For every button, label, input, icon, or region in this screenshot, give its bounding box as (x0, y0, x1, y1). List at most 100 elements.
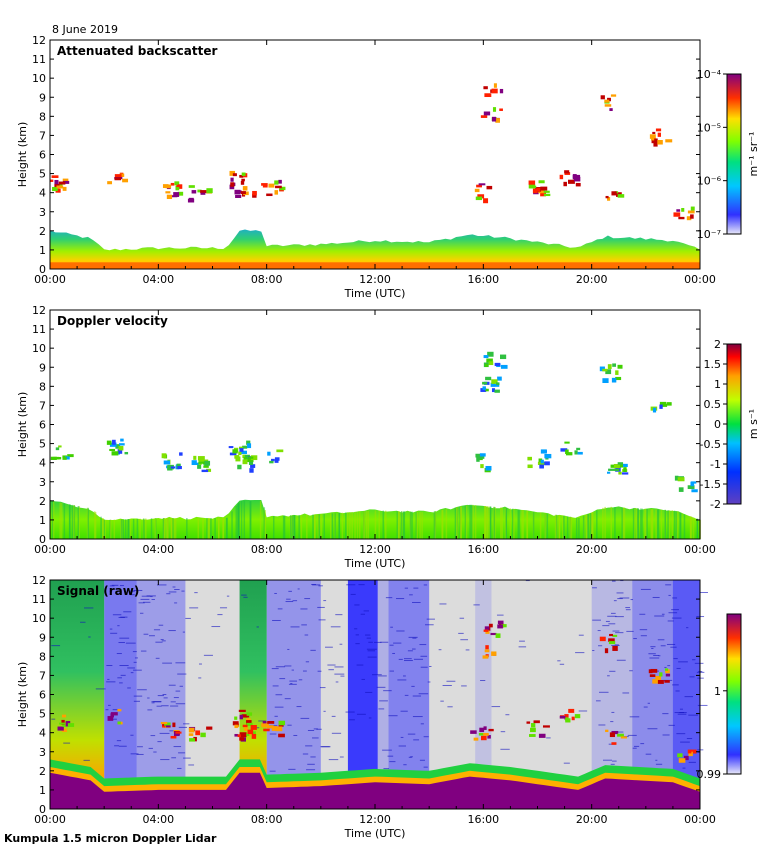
colorbar-tick-label: 1 (714, 685, 721, 698)
cloud-feature (250, 455, 258, 461)
noise-streak (655, 763, 663, 765)
noise-streak (318, 619, 326, 621)
velocity-streak (683, 514, 686, 539)
noise-streak (686, 627, 689, 629)
noise-streak (339, 756, 344, 758)
noise-streak (602, 625, 610, 627)
velocity-streak (645, 508, 647, 539)
velocity-streak (578, 517, 580, 539)
velocity-streak (93, 511, 96, 539)
noise-streak (138, 602, 145, 604)
velocity-streak (532, 511, 535, 539)
noise-streak (51, 645, 61, 647)
noise-streak (107, 704, 111, 706)
noise-streak (423, 584, 428, 586)
noise-streak (389, 761, 396, 763)
noise-streak (109, 585, 115, 587)
cloud-feature (665, 139, 673, 143)
noise-streak (340, 675, 345, 677)
velocity-streak (633, 508, 636, 539)
noise-streak (413, 739, 420, 741)
cloud-feature (232, 173, 237, 177)
velocity-streak (518, 509, 521, 539)
noise-streak (680, 741, 690, 743)
velocity-streak (689, 516, 692, 539)
cloud-feature (274, 457, 280, 461)
cloud-feature (61, 728, 67, 732)
cloud-feature (528, 180, 536, 185)
cloud-feature (252, 731, 256, 735)
cloud-feature (499, 108, 503, 111)
noise-streak (354, 628, 358, 630)
noise-streak (672, 684, 679, 686)
cloud-feature (659, 404, 663, 409)
noise-streak (119, 585, 124, 587)
cloud-feature (659, 672, 663, 677)
cloud-feature (56, 456, 62, 460)
cloud-feature (275, 185, 282, 189)
cloud-feature (242, 724, 248, 728)
velocity-streak (356, 511, 359, 539)
cloud-feature (268, 183, 275, 188)
velocity-streak (94, 512, 97, 539)
noise-streak (177, 767, 182, 769)
cloud-feature (527, 464, 533, 469)
cloud-feature (571, 716, 575, 721)
noise-streak (127, 687, 131, 689)
noise-streak (412, 695, 422, 697)
colorbar-tick-label: -0.5 (700, 438, 721, 451)
cloud-feature (575, 182, 581, 187)
cloud-feature (473, 737, 479, 741)
cloud-feature (486, 358, 493, 363)
noise-streak (275, 666, 286, 668)
noise-streak (611, 760, 617, 762)
velocity-streak (402, 511, 405, 539)
cloud-feature (678, 487, 684, 492)
cloud-feature (617, 194, 625, 198)
velocity-streak (692, 517, 695, 539)
cloud-feature (250, 464, 256, 468)
noise-streak (118, 745, 127, 747)
velocity-streak (465, 505, 468, 539)
noise-streak (420, 655, 428, 657)
noise-streak (640, 635, 647, 637)
noise-streak (317, 670, 322, 672)
velocity-streak (668, 510, 671, 539)
colorbar-tick-label: 10⁻⁴ (697, 68, 722, 81)
cloud-feature (482, 655, 489, 659)
noise-streak (123, 611, 132, 613)
noise-streak (171, 757, 177, 759)
velocity-streak (655, 509, 657, 539)
noise-streak (272, 619, 281, 621)
velocity-streak (554, 514, 557, 539)
noise-streak (110, 632, 118, 634)
noise-streak (671, 609, 679, 611)
velocity-streak (521, 510, 523, 539)
cloud-feature (538, 180, 545, 184)
noise-streak (150, 735, 156, 737)
velocity-streak (139, 518, 141, 539)
velocity-streak (512, 508, 514, 539)
y-tick-label: 9 (39, 631, 46, 644)
cloud-feature (109, 448, 116, 452)
noise-streak (385, 597, 393, 599)
colorbar-tick-label: 2 (714, 338, 721, 351)
cloud-feature (599, 636, 606, 642)
cloud-feature (664, 668, 669, 671)
noise-streak (63, 742, 71, 744)
noise-streak (459, 617, 465, 619)
cloud-feature (54, 179, 59, 185)
noise-streak (151, 701, 162, 703)
x-tick-label: 12:00 (359, 813, 391, 826)
colorbar-tick-label: 10⁻⁵ (697, 121, 721, 134)
noise-streak (117, 677, 122, 679)
noise-streak (633, 638, 637, 640)
velocity-streak (235, 506, 238, 539)
x-tick-label: 00:00 (34, 543, 66, 556)
noise-streak (632, 747, 637, 749)
x-tick-label: 00:00 (684, 273, 716, 286)
noise-streak (367, 650, 376, 652)
cloud-feature (117, 708, 122, 712)
noise-streak (625, 609, 631, 611)
